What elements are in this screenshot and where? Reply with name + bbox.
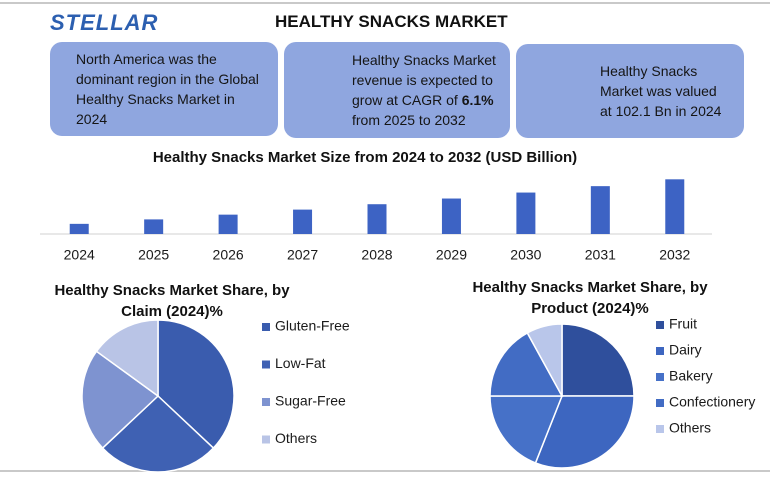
x-tick-label: 2029 — [436, 247, 467, 263]
legend-label: Dairy — [669, 342, 702, 358]
pie-slice — [101, 394, 215, 473]
x-tick-label: 2030 — [510, 247, 541, 263]
legend-label: Sugar-Free — [275, 393, 346, 409]
chart-title: Healthy Snacks Market Size from 2024 to … — [152, 149, 578, 166]
bar — [144, 219, 164, 234]
x-tick-label: 2032 — [659, 247, 690, 263]
legend-label: Low-Fat — [275, 355, 326, 371]
card-text: Healthy Snacks Market revenue is expecte… — [352, 50, 504, 130]
card-text: Healthy Snacks Market was valued at 102.… — [600, 63, 722, 119]
pie-slice — [489, 331, 564, 397]
x-tick-label: 2025 — [138, 247, 169, 263]
legend-swatch — [262, 323, 270, 331]
x-tick-label: 2031 — [585, 247, 616, 263]
legend-swatch — [656, 425, 664, 433]
legend-swatch — [262, 360, 270, 369]
pie-slice — [95, 319, 159, 398]
info-card: Healthy Snacks Market revenue is expecte… — [284, 42, 510, 138]
legend-swatch — [656, 321, 664, 329]
legend-label: Bakery — [669, 368, 713, 384]
bar — [367, 204, 387, 234]
pie-slice — [157, 319, 235, 450]
bar — [516, 192, 536, 234]
card-highlight: 6.1% — [461, 92, 494, 108]
card-text: North America was the dominant region in… — [76, 51, 259, 127]
bar — [590, 186, 610, 234]
x-tick-label: 2027 — [287, 247, 318, 263]
legend-label: Gluten-Free — [275, 318, 350, 334]
legend-label: Fruit — [669, 316, 697, 332]
bar — [441, 198, 461, 234]
card-text: Healthy Snacks Market revenue is expecte… — [352, 52, 496, 108]
legend-swatch — [262, 398, 270, 406]
logo: STELLAR — [50, 10, 159, 35]
legend-swatch — [262, 435, 270, 444]
chart-title: Healthy Snacks Market Share, by Claim (2… — [54, 282, 290, 320]
legend-swatch — [656, 399, 664, 407]
card-text: from 2025 to 2032 — [352, 112, 466, 128]
info-card: Healthy Snacks Market was valued at 102.… — [516, 44, 744, 138]
page-title: HEALTHY SNACKS MARKET — [275, 12, 508, 31]
bar — [69, 223, 89, 234]
x-tick-label: 2024 — [64, 247, 95, 263]
legend-label: Confectionery — [669, 394, 755, 410]
pie-slice — [534, 395, 635, 469]
bar — [665, 179, 685, 234]
pie-slice — [561, 323, 635, 397]
chart-title: Healthy Snacks Market Share, by Product … — [472, 279, 708, 317]
legend-swatch — [656, 373, 664, 381]
legend-label: Others — [669, 420, 711, 436]
x-tick-label: 2026 — [213, 247, 244, 263]
pie-slice — [81, 350, 160, 450]
legend-label: Others — [275, 430, 317, 446]
x-tick-label: 2028 — [361, 247, 392, 263]
legend-swatch — [656, 347, 664, 355]
bar — [218, 214, 238, 234]
pie-slice — [526, 323, 563, 397]
bar — [293, 209, 313, 234]
info-card: North America was the dominant region in… — [50, 42, 278, 136]
pie-slice — [489, 395, 564, 464]
